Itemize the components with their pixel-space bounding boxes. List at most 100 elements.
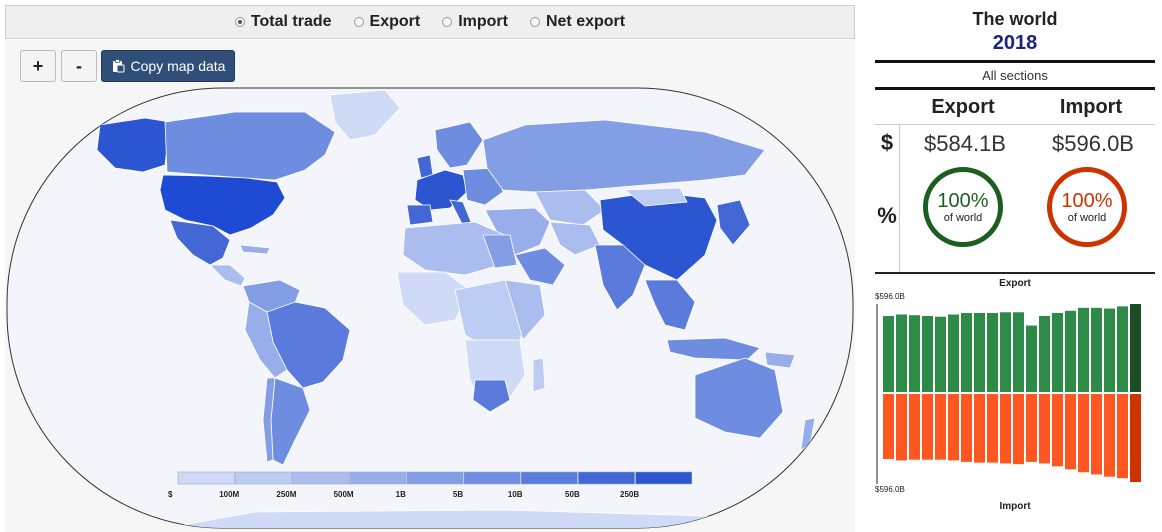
country-west-africa[interactable] (396, 271, 471, 326)
country-southeast-asia[interactable] (644, 279, 696, 331)
legend-label: 1B (396, 490, 406, 499)
country-korea-japan[interactable] (716, 199, 751, 246)
export-bar[interactable] (896, 314, 907, 392)
country-australia[interactable] (694, 357, 784, 439)
export-bar[interactable] (1065, 310, 1076, 392)
radio-icon[interactable] (442, 17, 453, 27)
import-bar[interactable] (1117, 394, 1128, 479)
country-central-america[interactable] (209, 264, 246, 287)
radio-icon[interactable] (353, 17, 364, 27)
copy-map-data-button[interactable]: Copy map data (101, 50, 235, 82)
export-bar[interactable] (883, 315, 894, 392)
history-bars[interactable] (875, 274, 1155, 519)
export-share-caption: of world (943, 212, 983, 224)
legend-label: 500M (334, 490, 354, 499)
history-bottom-tick: $596.0B (875, 485, 905, 494)
export-bar[interactable] (1039, 315, 1050, 392)
radio-icon[interactable] (529, 17, 540, 27)
import-bar[interactable] (961, 394, 972, 462)
export-bar[interactable] (1091, 307, 1102, 392)
legend-label: $ (168, 490, 173, 499)
export-bar[interactable] (1130, 304, 1141, 392)
import-bar[interactable] (935, 394, 946, 460)
export-bar[interactable] (1026, 325, 1037, 392)
region-antarctica (154, 509, 786, 528)
export-bar[interactable] (1078, 307, 1089, 392)
export-bar[interactable] (1013, 312, 1024, 392)
import-bar[interactable] (896, 394, 907, 461)
country-chile[interactable] (262, 377, 276, 463)
export-bar[interactable] (1000, 312, 1011, 392)
import-bar[interactable] (987, 394, 998, 463)
export-bar[interactable] (935, 316, 946, 392)
export-bar[interactable] (1052, 313, 1063, 392)
country-greenland[interactable] (329, 89, 401, 141)
legend-swatch (292, 471, 349, 485)
radio-icon[interactable] (234, 17, 245, 27)
legend-swatch (406, 471, 464, 485)
legend-swatch (578, 471, 635, 485)
summary-panel: The world 2018 All sections Export Impor… (875, 5, 1155, 532)
import-bar[interactable] (1039, 394, 1050, 464)
mode-net-export[interactable]: Net export (529, 13, 625, 31)
import-bar[interactable] (909, 394, 920, 460)
mode-import[interactable]: Import (442, 13, 508, 31)
country-madagascar[interactable] (532, 357, 546, 393)
import-bar[interactable] (922, 394, 933, 460)
country-caribbean[interactable] (239, 244, 271, 255)
country-peru-bolivia[interactable] (244, 301, 288, 379)
country-iberia[interactable] (406, 204, 434, 226)
zoom-out-button[interactable]: - (61, 50, 97, 82)
export-bar[interactable] (961, 313, 972, 392)
country-kazakhstan[interactable] (534, 189, 606, 226)
import-bar[interactable] (1104, 394, 1115, 477)
country-mongolia[interactable] (623, 187, 688, 207)
map-legend: $100M 250M 500M 1B 5B 10B 50B 250B (168, 471, 693, 499)
country-scandinavia[interactable] (434, 121, 484, 169)
mode-export[interactable]: Export (353, 13, 420, 31)
trade-table-header: Export Import (875, 90, 1155, 125)
country-mexico[interactable] (169, 219, 231, 266)
export-bar[interactable] (948, 314, 959, 392)
export-bar[interactable] (974, 313, 985, 392)
import-bar[interactable] (1013, 394, 1024, 465)
trade-table-body: $ % $584.1B $596.0B 100% of world 100% o… (875, 125, 1155, 274)
country-png[interactable] (764, 351, 796, 369)
import-bar[interactable] (883, 394, 894, 459)
country-russia[interactable] (482, 119, 766, 193)
import-bar[interactable] (1026, 394, 1037, 462)
export-bar[interactable] (909, 315, 920, 392)
import-bar[interactable] (1052, 394, 1063, 467)
symbol-column: $ % (875, 125, 900, 272)
country-arabia[interactable] (514, 247, 566, 286)
import-bar[interactable] (948, 394, 959, 461)
legend-swatch (635, 471, 693, 485)
export-bar[interactable] (1117, 306, 1128, 392)
country-egypt[interactable] (482, 234, 518, 269)
export-bar[interactable] (922, 315, 933, 392)
world-map[interactable]: $100M 250M 500M 1B 5B 10B 50B 250B (5, 40, 855, 532)
country-north-africa[interactable] (402, 221, 506, 276)
country-iran-pakistan[interactable] (549, 221, 601, 256)
trade-mode-selector: Total trade Export Import Net export (5, 5, 855, 39)
country-east-africa[interactable] (504, 279, 546, 341)
import-bar[interactable] (974, 394, 985, 463)
sections-label: All sections (982, 68, 1048, 83)
zoom-in-button[interactable]: + (20, 50, 56, 82)
export-bar[interactable] (1104, 308, 1115, 392)
divider (875, 87, 1155, 90)
mode-total-trade[interactable]: Total trade (234, 13, 332, 31)
import-bar[interactable] (1130, 394, 1141, 482)
import-bar[interactable] (1065, 394, 1076, 470)
country-canada[interactable] (164, 111, 336, 181)
country-south-africa[interactable] (472, 379, 511, 413)
country-usa[interactable] (159, 174, 286, 236)
import-bar[interactable] (1091, 394, 1102, 475)
country-alaska[interactable] (96, 117, 171, 173)
currency-symbol: $ (880, 130, 894, 155)
export-bar[interactable] (987, 313, 998, 392)
export-header: Export (931, 95, 995, 118)
country-western-europe[interactable] (414, 169, 468, 211)
import-bar[interactable] (1000, 394, 1011, 464)
import-bar[interactable] (1078, 394, 1089, 473)
